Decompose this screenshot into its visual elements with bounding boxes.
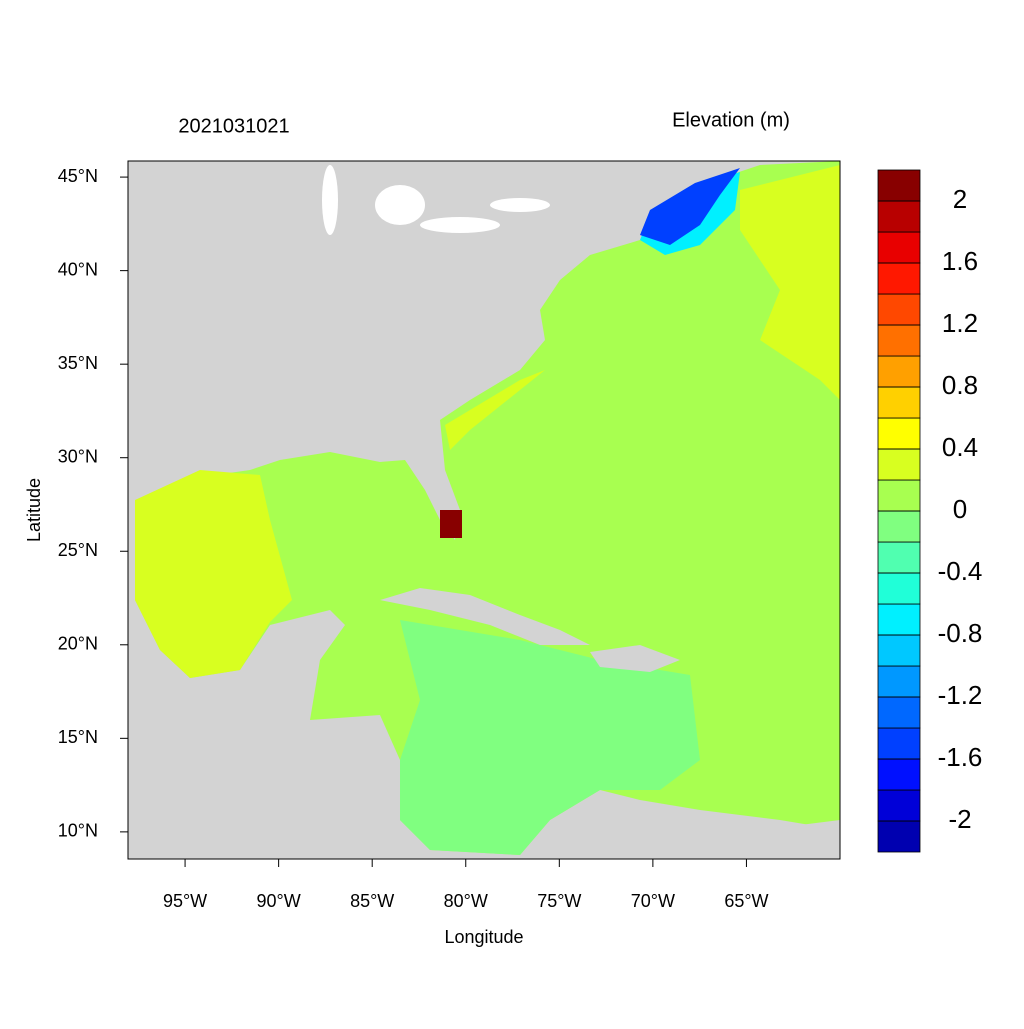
colorbar-box bbox=[877, 169, 921, 202]
x-tick-label: 70°W bbox=[631, 891, 675, 911]
lake bbox=[322, 165, 338, 235]
colorbar-label: 0 bbox=[953, 494, 967, 524]
map bbox=[128, 161, 840, 859]
lake bbox=[420, 217, 500, 233]
colorbar-box bbox=[877, 696, 921, 729]
colorbar-box bbox=[877, 262, 921, 295]
y-tick-label: 10°N bbox=[58, 821, 98, 841]
florida-surge bbox=[440, 510, 462, 538]
gulf-of-maine bbox=[640, 168, 740, 245]
colorbar-box bbox=[877, 200, 921, 233]
colorbar-box bbox=[877, 665, 921, 698]
x-tick-label: 65°W bbox=[724, 891, 768, 911]
gulf-west bbox=[135, 470, 292, 678]
colorbar-label: -1.6 bbox=[938, 742, 983, 772]
colorbar-label: 1.6 bbox=[942, 246, 978, 276]
colorbar-box bbox=[877, 324, 921, 357]
y-tick-label: 30°N bbox=[58, 446, 98, 466]
colorbar-box bbox=[877, 417, 921, 450]
x-tick-label: 75°W bbox=[537, 891, 581, 911]
caribbean bbox=[400, 620, 700, 855]
colorbar-box bbox=[877, 541, 921, 574]
colorbar-label: -2 bbox=[948, 804, 971, 834]
colorbar-box bbox=[877, 820, 921, 853]
y-axis-label: Latitude bbox=[24, 478, 44, 542]
map-title: 2021031021 bbox=[178, 115, 289, 137]
colorbar-box bbox=[877, 727, 921, 760]
colorbar-box bbox=[877, 510, 921, 543]
y-tick-label: 15°N bbox=[58, 727, 98, 747]
colorbar-box bbox=[877, 572, 921, 605]
colorbar-box bbox=[877, 634, 921, 667]
colorbar-label: 2 bbox=[953, 184, 967, 214]
x-tick-label: 80°W bbox=[444, 891, 488, 911]
y-tick-label: 20°N bbox=[58, 634, 98, 654]
south-america bbox=[540, 800, 840, 859]
y-tick-label: 40°N bbox=[58, 259, 98, 279]
colorbar-label: -0.8 bbox=[938, 618, 983, 648]
colorbar-box bbox=[877, 448, 921, 481]
colorbar-box bbox=[877, 758, 921, 791]
colorbar-label: 0.4 bbox=[942, 432, 978, 462]
lake bbox=[375, 185, 425, 225]
lake bbox=[490, 198, 550, 212]
colorbar-box bbox=[877, 789, 921, 822]
colorbar-box bbox=[877, 355, 921, 388]
southeast-shelf bbox=[445, 370, 545, 450]
hispaniola bbox=[590, 645, 680, 672]
x-axis-label: Longitude bbox=[444, 927, 523, 947]
colorbar-label: 1.2 bbox=[942, 308, 978, 338]
map-subtitle: Elevation (m) bbox=[672, 109, 790, 131]
plot-frame bbox=[127, 160, 841, 860]
cuba bbox=[380, 588, 590, 645]
colorbar-box bbox=[877, 231, 921, 264]
colorbar-box bbox=[877, 603, 921, 636]
northeast-shelf bbox=[740, 165, 840, 400]
colorbar-box bbox=[877, 386, 921, 419]
colorbar-label: -1.2 bbox=[938, 680, 983, 710]
x-tick-label: 85°W bbox=[350, 891, 394, 911]
x-tick-label: 95°W bbox=[163, 891, 207, 911]
colorbar-label: 0.8 bbox=[942, 370, 978, 400]
colorbar-box bbox=[877, 293, 921, 326]
y-tick-label: 45°N bbox=[58, 166, 98, 186]
colorbar-box bbox=[877, 479, 921, 512]
colorbar-label: -0.4 bbox=[938, 556, 983, 586]
y-tick-label: 35°N bbox=[58, 353, 98, 373]
x-tick-label: 90°W bbox=[257, 891, 301, 911]
y-tick-label: 25°N bbox=[58, 540, 98, 560]
